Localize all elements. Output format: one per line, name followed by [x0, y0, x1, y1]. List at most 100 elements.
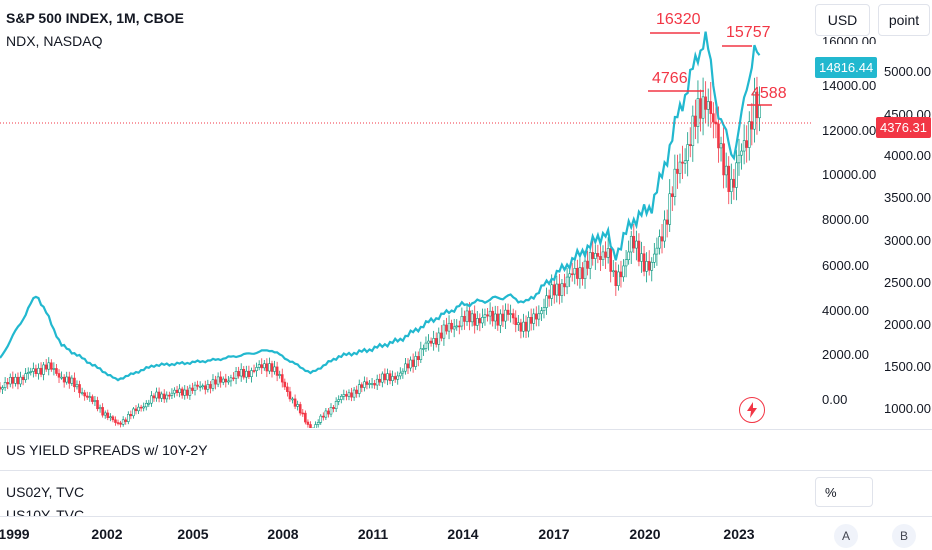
candle-body [378, 378, 382, 383]
candle-body [637, 240, 641, 262]
candle-body [180, 388, 184, 396]
candle-body [373, 383, 376, 386]
candle-body [719, 143, 723, 149]
candle-body [591, 252, 595, 259]
candle-body [157, 391, 161, 399]
right-axis-tick: 1500.00 [884, 359, 931, 374]
candle-body [745, 140, 748, 148]
lightning-icon[interactable] [739, 397, 765, 423]
annotation-spx-recent-high[interactable]: 4588 [751, 85, 787, 102]
candle-body [647, 261, 651, 271]
candle-body [455, 325, 459, 328]
percent-scale-button[interactable]: % [815, 477, 873, 507]
candle-body [203, 385, 207, 390]
candle-body [709, 101, 713, 114]
candle-body [21, 376, 25, 381]
candle-body [758, 105, 761, 119]
candle-body [134, 408, 138, 412]
candle-body [83, 392, 86, 397]
candle-body [594, 253, 597, 259]
candle-body [617, 271, 620, 287]
candle-body [642, 253, 646, 272]
left-axis-tick: 2000.00 [822, 347, 869, 362]
candle-body [16, 376, 20, 385]
compare-series-legend[interactable]: NDX, NASDAQ [6, 33, 103, 49]
candle-body [475, 318, 479, 326]
candle-body [483, 314, 487, 318]
candle-body [414, 356, 417, 367]
auto-scale-button[interactable]: A [834, 524, 858, 548]
candle-body [98, 407, 102, 410]
annotation-ndx-recent-high[interactable]: 15757 [726, 24, 771, 41]
candle-body [121, 419, 125, 425]
candle-body [596, 253, 600, 257]
candle-body [339, 395, 343, 400]
main-chart-pane[interactable]: 16320 15757 4766 4588 S&P 500 INDEX, 1M,… [0, 0, 813, 428]
candle-body [201, 385, 205, 388]
candle-body [624, 259, 628, 267]
candle-body [501, 313, 505, 322]
candle-body [111, 416, 115, 421]
pane-divider[interactable] [0, 429, 932, 430]
candle-body [268, 363, 271, 372]
candle-body [606, 248, 610, 258]
candle-body [221, 378, 225, 383]
candle-body [686, 144, 689, 161]
candle-body [452, 326, 456, 330]
candle-body [627, 251, 630, 261]
annotation-ndx-peak[interactable]: 16320 [656, 11, 701, 28]
main-series-legend[interactable]: S&P 500 INDEX, 1M, CBOE [6, 10, 184, 26]
us10y-legend[interactable]: US10Y, TVC [6, 507, 85, 516]
candle-body [355, 389, 358, 394]
candle-body [280, 374, 284, 383]
candle-body [91, 396, 94, 402]
right-axis-tick: 5000.00 [884, 64, 931, 79]
annotation-spx-peak[interactable]: 4766 [652, 70, 688, 87]
ndx-series-line [0, 31, 761, 382]
candle-body [132, 408, 135, 417]
candle-body [468, 310, 471, 323]
candle-body [527, 317, 530, 332]
candle-body [32, 368, 35, 372]
candle-body [465, 310, 469, 322]
time-axis[interactable]: 1999 2002 2005 2008 2011 2014 2017 2020 … [0, 516, 932, 550]
b-button[interactable]: B [892, 524, 916, 548]
candle-body [37, 367, 40, 374]
candle-body [219, 376, 222, 383]
unit-button[interactable]: point [878, 4, 930, 36]
candle-body [101, 407, 104, 416]
candle-body [85, 395, 89, 398]
candle-body [753, 91, 756, 130]
currency-button[interactable]: USD [815, 4, 870, 36]
left-axis-tick: 14000.00 [822, 78, 877, 93]
candle-body [391, 376, 394, 381]
candle-body [660, 236, 664, 242]
candle-body [499, 313, 502, 326]
right-axis-tick: 3000.00 [884, 233, 931, 248]
candle-body [114, 419, 117, 423]
price-chart[interactable]: 16320 15757 4766 4588 [0, 0, 813, 428]
candle-body [198, 385, 202, 388]
candle-body [216, 376, 220, 385]
candle-body [481, 317, 484, 324]
candle-body [645, 261, 648, 272]
us02y-legend[interactable]: US02Y, TVC [6, 484, 85, 500]
candle-body [150, 395, 153, 404]
candle-body [450, 322, 453, 330]
candle-body [583, 260, 587, 280]
candle-body [73, 377, 76, 388]
candle-body [209, 384, 212, 389]
right-axis-tick: 3500.00 [884, 190, 931, 205]
candle-body [434, 338, 438, 345]
candle-body [67, 376, 71, 384]
candle-body [255, 367, 258, 371]
candle-body [635, 240, 638, 249]
pane-divider[interactable] [0, 470, 932, 471]
candle-body [473, 313, 477, 326]
yield-spread-pane-title[interactable]: US YIELD SPREADS w/ 10Y-2Y [6, 442, 208, 458]
candle-body [119, 422, 122, 425]
candle-body [432, 338, 435, 344]
candle-body [565, 276, 569, 288]
candle-body [411, 359, 415, 367]
candle-body [29, 371, 33, 373]
